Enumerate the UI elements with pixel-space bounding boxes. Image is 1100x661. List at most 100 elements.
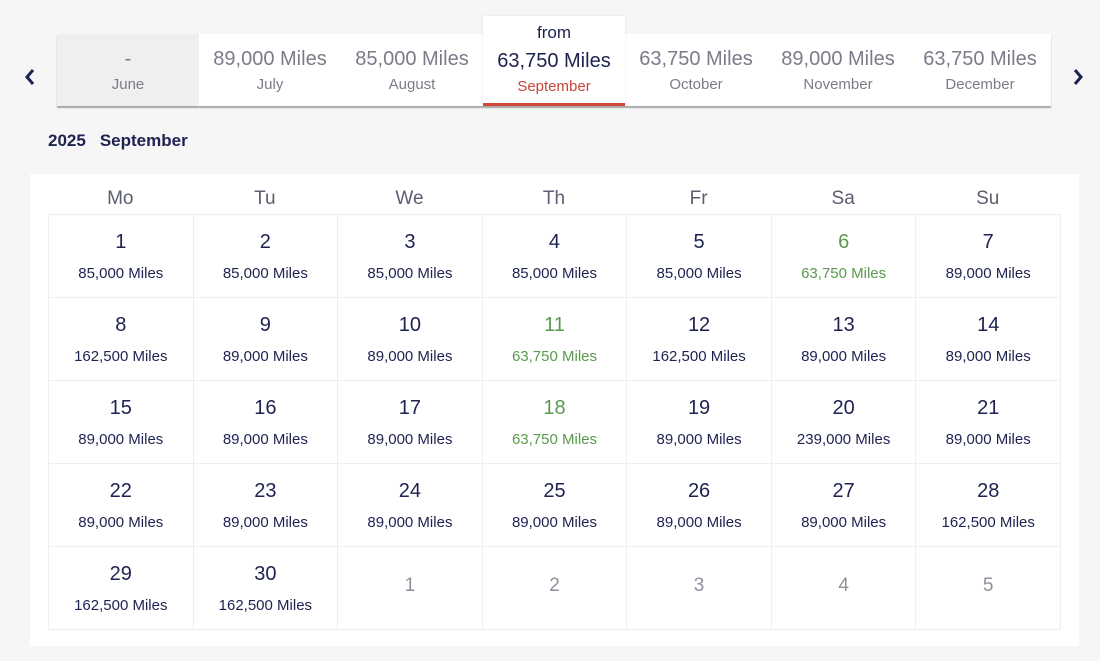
calendar-day[interactable]: 15 89,000 Miles [49, 381, 194, 464]
month-price: - [124, 48, 132, 70]
calendar-day-outside-month: 1 [338, 547, 483, 630]
day-price: 85,000 Miles [367, 265, 453, 282]
day-number: 19 [687, 397, 711, 419]
calendar-day[interactable]: 22 89,000 Miles [49, 464, 194, 547]
calendar-day[interactable]: 13 89,000 Miles [771, 298, 917, 381]
weekday-label: Su [976, 188, 1000, 209]
calendar-day[interactable]: 6 63,750 Miles [771, 215, 917, 298]
calendar-day[interactable]: 7 89,000 Miles [916, 215, 1061, 298]
calendar-day[interactable]: 20 239,000 Miles [771, 381, 917, 464]
day-number: 21 [977, 397, 1000, 419]
day-price: 89,000 Miles [367, 514, 453, 531]
month-tab-september[interactable]: from 63,750 Miles September [483, 16, 625, 106]
calendar-day[interactable]: 17 89,000 Miles [338, 381, 483, 464]
day-price: 89,000 Miles [222, 514, 308, 531]
month-price: 85,000 Miles [355, 48, 469, 70]
calendar-day[interactable]: 9 89,000 Miles [193, 298, 339, 381]
chevron-left-icon [25, 69, 35, 85]
month-label: September [517, 78, 591, 95]
day-number: 9 [259, 314, 271, 336]
calendar-day[interactable]: 24 89,000 Miles [338, 464, 483, 547]
calendar-day[interactable]: 3 85,000 Miles [338, 215, 483, 298]
day-number: 10 [398, 314, 422, 336]
calendar-day[interactable]: 30 162,500 Miles [193, 547, 339, 630]
calendar-day[interactable]: 1 85,000 Miles [49, 215, 194, 298]
day-number: 6 [838, 231, 850, 253]
calendar-day[interactable]: 29 162,500 Miles [49, 547, 194, 630]
calendar-day[interactable]: 21 89,000 Miles [916, 381, 1061, 464]
month-price: 63,750 Miles [639, 48, 753, 70]
weekday-label: Tu [254, 188, 276, 209]
day-number: 2 [259, 231, 271, 253]
next-month-button[interactable] [1068, 62, 1088, 92]
calendar-day[interactable]: 25 89,000 Miles [482, 464, 628, 547]
day-price: 162,500 Miles [74, 348, 168, 365]
calendar-day[interactable]: 18 63,750 Miles [482, 381, 628, 464]
day-number: 8 [115, 314, 127, 336]
calendar-day[interactable]: 23 89,000 Miles [193, 464, 339, 547]
day-number: 18 [543, 397, 566, 419]
day-number: 14 [977, 314, 1000, 336]
calendar-day[interactable]: 12 162,500 Miles [627, 298, 772, 381]
day-price: 89,000 Miles [511, 514, 598, 531]
month-tab-july[interactable]: 89,000 Miles July [199, 34, 341, 106]
day-number: 24 [398, 480, 422, 502]
day-number: 15 [109, 397, 132, 419]
calendar-day-outside-month: 2 [482, 547, 628, 630]
month-tab-december[interactable]: 63,750 Miles December [909, 34, 1051, 106]
day-number: 4 [838, 575, 849, 596]
calendar-day[interactable]: 28 162,500 Miles [916, 464, 1061, 547]
day-number: 11 [544, 314, 565, 336]
previous-month-button[interactable] [20, 62, 40, 92]
calendar-day[interactable]: 16 89,000 Miles [193, 381, 339, 464]
calendar-day[interactable]: 2 85,000 Miles [193, 215, 339, 298]
month-selector: - June 89,000 Miles July 85,000 Miles August f… [57, 16, 1051, 106]
calendar-day[interactable]: 26 89,000 Miles [627, 464, 772, 547]
day-number: 5 [693, 231, 705, 253]
calendar-day[interactable]: 4 85,000 Miles [482, 215, 628, 298]
day-price: 162,500 Miles [218, 597, 313, 614]
calendar-day[interactable]: 5 85,000 Miles [627, 215, 772, 298]
weekday-label: Th [542, 188, 566, 209]
day-number: 29 [109, 563, 132, 585]
day-number: 7 [982, 231, 994, 253]
day-number: 4 [548, 231, 561, 253]
day-number: 27 [832, 480, 855, 502]
month-tab-june: - June [57, 34, 199, 106]
month-label: August [388, 76, 436, 93]
month-tab-november[interactable]: 89,000 Miles November [767, 34, 909, 106]
month-label: November [803, 76, 873, 93]
calendar-grid: 1 85,000 Miles 2 85,000 Miles 3 85,000 Miles 4… [48, 214, 1061, 630]
calendar-day-outside-month: 4 [771, 547, 917, 630]
calendar-day[interactable]: 11 63,750 Miles [482, 298, 628, 381]
day-price: 63,750 Miles [511, 431, 598, 448]
day-price: 63,750 Miles [511, 348, 598, 365]
day-price: 85,000 Miles [511, 265, 598, 282]
calendar-day[interactable]: 19 89,000 Miles [627, 381, 772, 464]
day-price: 89,000 Miles [801, 348, 887, 365]
weekday-label: We [395, 188, 424, 209]
day-price: 89,000 Miles [222, 348, 308, 365]
day-price: 89,000 Miles [656, 431, 742, 448]
calendar-year: 2025 [48, 131, 86, 150]
calendar-day[interactable]: 10 89,000 Miles [338, 298, 483, 381]
month-label: June [111, 76, 145, 93]
weekday-label: Sa [831, 188, 855, 209]
month-price: 89,000 Miles [213, 48, 327, 70]
month-price: 89,000 Miles [781, 48, 895, 70]
day-number: 30 [254, 563, 277, 585]
month-price: 63,750 Miles [923, 48, 1037, 70]
day-price: 162,500 Miles [941, 514, 1035, 531]
month-tab-august[interactable]: 85,000 Miles August [341, 34, 483, 106]
day-number: 2 [549, 575, 560, 596]
weekday-label: Fr [689, 188, 708, 209]
day-number: 28 [977, 480, 1000, 502]
day-price: 89,000 Miles [367, 431, 453, 448]
calendar-heading: 2025 September [48, 131, 202, 151]
day-price: 89,000 Miles [656, 514, 742, 531]
calendar-day[interactable]: 8 162,500 Miles [49, 298, 194, 381]
calendar-day[interactable]: 14 89,000 Miles [916, 298, 1061, 381]
month-tab-october[interactable]: 63,750 Miles October [625, 34, 767, 106]
day-price: 162,500 Miles [652, 348, 746, 365]
calendar-day[interactable]: 27 89,000 Miles [771, 464, 917, 547]
